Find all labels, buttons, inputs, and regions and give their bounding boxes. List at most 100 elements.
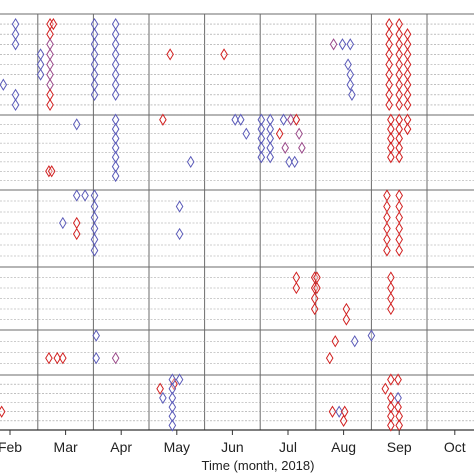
data-point: [331, 335, 340, 348]
data-point: [111, 38, 120, 51]
data-point: [387, 302, 395, 316]
data-point: [395, 98, 403, 112]
data-point: [346, 68, 355, 81]
data-point: [395, 141, 403, 154]
data-point: [49, 17, 58, 31]
data-point: [11, 28, 20, 41]
data-point: [53, 351, 62, 365]
data-point: [90, 88, 99, 101]
data-point: [90, 189, 99, 202]
data-point: [175, 373, 184, 386]
data-point: [387, 400, 395, 414]
data-point: [385, 78, 393, 91]
data-point: [338, 38, 347, 51]
data-point: [403, 122, 412, 136]
data-point: [168, 419, 177, 432]
data-point: [81, 189, 89, 202]
data-point: [387, 410, 395, 423]
data-point: [395, 28, 403, 41]
data-point: [339, 414, 348, 427]
data-point: [342, 302, 351, 316]
data-point: [111, 132, 120, 145]
data-point: [111, 68, 120, 81]
data-point: [46, 88, 54, 101]
data-point: [111, 58, 120, 71]
data-point: [90, 200, 99, 213]
data-point: [266, 141, 274, 154]
data-point: [266, 151, 274, 164]
chart-grid: [0, 13, 474, 431]
data-point: [394, 391, 402, 405]
data-point: [387, 151, 395, 164]
data-point: [387, 141, 395, 154]
data-point: [90, 68, 99, 81]
data-point: [111, 141, 120, 154]
data-point: [45, 351, 53, 365]
x-tick-label: Jul: [279, 439, 297, 455]
data-point: [387, 113, 395, 126]
data-point: [72, 189, 81, 202]
data-point: [220, 48, 228, 61]
data-point: [395, 88, 403, 101]
data-point: [111, 351, 120, 365]
data-point: [72, 118, 81, 131]
data-point: [90, 222, 99, 235]
data-point: [394, 373, 402, 386]
data-point: [395, 78, 403, 91]
data-point: [329, 38, 338, 51]
data-point: [310, 302, 319, 316]
data-point: [385, 58, 393, 71]
data-point: [90, 28, 99, 41]
data-point: [335, 405, 343, 418]
data-point: [387, 122, 395, 136]
data-point: [385, 28, 393, 41]
x-axis-ticks: Feb Mar Apr May Jun Jul Aug Sep Oct: [0, 430, 466, 455]
data-point: [346, 38, 355, 51]
data-point: [279, 113, 288, 126]
data-point: [257, 122, 266, 136]
data-point: [290, 155, 299, 169]
data-point: [72, 227, 81, 241]
data-point: [36, 48, 45, 61]
data-point: [387, 419, 395, 432]
data-point: [111, 151, 120, 164]
data-point: [11, 88, 20, 101]
data-point: [168, 373, 177, 386]
data-point: [295, 127, 303, 140]
data-point: [395, 17, 403, 31]
data-point: [0, 78, 8, 91]
data-point: [387, 292, 395, 305]
data-point: [90, 58, 99, 71]
data-point: [395, 222, 403, 235]
data-point: [168, 410, 177, 423]
data-point: [275, 127, 284, 140]
data-point: [46, 28, 54, 41]
data-point: [385, 98, 393, 112]
data-point: [111, 122, 120, 136]
data-point: [11, 17, 20, 31]
data-point: [257, 132, 266, 145]
data-point: [385, 38, 393, 51]
data-point: [403, 78, 412, 91]
data-point: [350, 335, 359, 348]
data-point: [47, 165, 56, 178]
x-tick-label: Oct: [444, 439, 466, 455]
data-point: [90, 17, 99, 31]
data-point: [36, 58, 45, 71]
x-tick-label: Aug: [331, 439, 356, 455]
data-point: [395, 419, 403, 432]
data-point: [111, 88, 120, 101]
data-point: [395, 233, 403, 246]
data-point: [292, 281, 301, 295]
data-point: [46, 68, 54, 81]
data-point: [395, 244, 403, 257]
data-point: [59, 351, 67, 365]
data-point: [325, 351, 334, 365]
data-point: [170, 378, 178, 391]
data-point: [156, 382, 164, 395]
data-point: [46, 48, 54, 61]
data-point: [342, 313, 351, 326]
x-tick-label: May: [164, 439, 190, 455]
data-point: [395, 211, 403, 224]
